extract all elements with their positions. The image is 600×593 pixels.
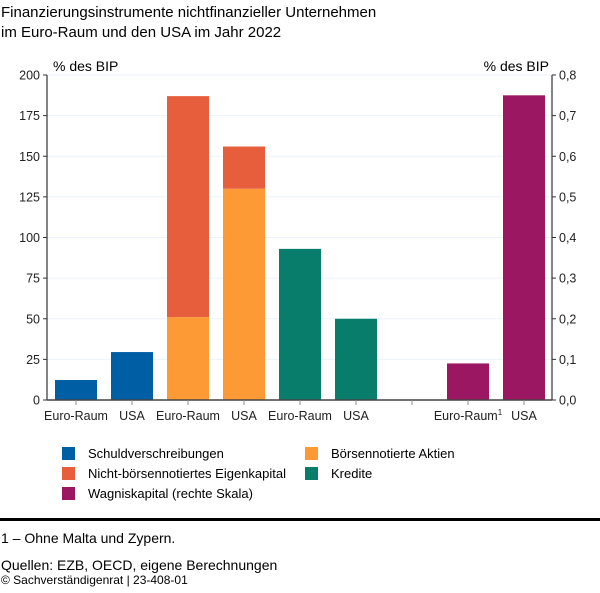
y-tick-label-left: 50 [26, 312, 40, 326]
chart-title: Finanzierungsinstrumente nichtfinanziell… [1, 3, 376, 43]
y-tick-label-right: 0,4 [559, 231, 576, 245]
legend-swatch [305, 467, 318, 480]
y-tick-label-left: 125 [19, 190, 40, 204]
bar [335, 318, 377, 400]
x-tick-label: Euro-Raum [268, 409, 332, 423]
x-tick-label: USA [119, 409, 145, 423]
legend-swatch [62, 467, 75, 480]
y-tick-label-right: 0,0 [559, 394, 576, 408]
bar [167, 317, 209, 400]
y-tick-label-left: 175 [19, 109, 40, 123]
y-tick-label-right: 0,3 [559, 272, 576, 286]
y-tick-label-left: 25 [26, 353, 40, 367]
x-tick-label: USA [343, 409, 369, 423]
divider-rule [0, 518, 600, 521]
bar [111, 352, 153, 400]
y-tick-label-right: 0,8 [559, 69, 576, 83]
y-tick-label-left: 75 [26, 272, 40, 286]
y-tick-label-left: 0 [33, 394, 40, 408]
legend-label: Kredite [331, 466, 373, 481]
bar [167, 96, 209, 318]
y-tick-label-left: 100 [19, 231, 40, 245]
bar [223, 146, 265, 189]
x-tick-label: Euro-Raum [156, 409, 220, 423]
y-tick-label-right: 0,6 [559, 150, 576, 164]
x-tick-label: USA [231, 409, 257, 423]
legend-label: Schuldverschreibungen [88, 446, 224, 461]
bar [279, 248, 321, 400]
legend-swatch [305, 447, 318, 460]
y-axis-label-right: % des BIP [484, 58, 549, 74]
legend-label: Börsennotierte Aktien [331, 446, 455, 461]
footnote: 1 – Ohne Malta und Zypern. [1, 530, 176, 546]
legend-label: Nicht-börsennotiertes Eigenkapital [88, 466, 286, 481]
bar [447, 363, 489, 400]
y-tick-label-right: 0,7 [559, 109, 576, 123]
y-axis-label-left: % des BIP [53, 58, 118, 74]
bar [223, 188, 265, 400]
legend-label: Wagniskapital (rechte Skala) [88, 486, 253, 501]
legend-swatch [62, 447, 75, 460]
footnote-marker: 1 [498, 408, 503, 417]
chart-title-line-2: im Euro-Raum und den USA im Jahr 2022 [1, 24, 282, 41]
y-tick-label-right: 0,1 [559, 353, 576, 367]
y-tick-label-right: 0,2 [559, 312, 576, 326]
bar [55, 380, 97, 400]
y-tick-label-left: 200 [19, 69, 40, 83]
y-tick-label-right: 0,5 [559, 190, 576, 204]
y-tick-label-left: 150 [19, 150, 40, 164]
copyright: © Sachverständigenrat | 23-408-01 [1, 573, 188, 587]
bar [503, 95, 545, 400]
x-tick-label: Euro-Raum1 [434, 408, 503, 423]
chart-title-line-1: Finanzierungsinstrumente nichtfinanziell… [1, 4, 377, 21]
x-tick-label: USA [511, 409, 537, 423]
chart-plot: 0 25 50 75 100 125 150 175 200 0,0 0,1 0,2 0,3 0,4 0,5… [19, 58, 576, 423]
x-tick-label: Euro-Raum [44, 409, 108, 423]
legend-swatch [62, 487, 75, 500]
sources: Quellen: EZB, OECD, eigene Berechnungen [1, 557, 278, 573]
